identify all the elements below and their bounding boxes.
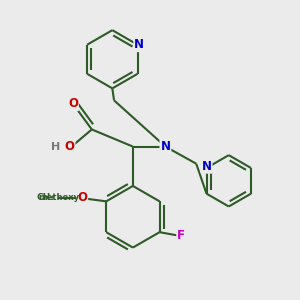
- Text: N: N: [202, 160, 212, 173]
- Text: CH₃: CH₃: [37, 194, 55, 202]
- Text: F: F: [177, 229, 185, 242]
- Text: O: O: [64, 140, 74, 153]
- Text: N: N: [134, 38, 144, 51]
- Text: methoxy: methoxy: [39, 194, 80, 202]
- Text: O: O: [77, 191, 87, 204]
- Text: O: O: [68, 97, 78, 110]
- Text: H: H: [50, 142, 60, 152]
- Text: N: N: [160, 140, 170, 153]
